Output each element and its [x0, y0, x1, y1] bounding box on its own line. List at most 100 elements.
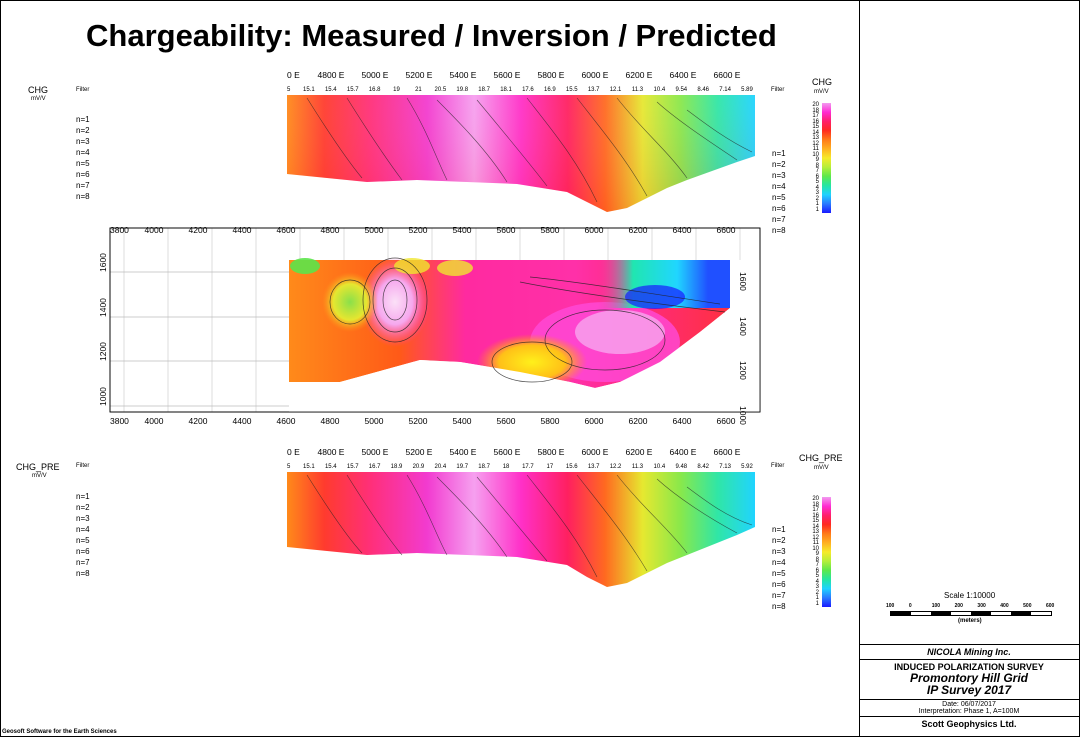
n-level-label: n=6 [772, 204, 786, 213]
x-tick-label: 5800 [540, 416, 560, 426]
colorbar-value: 10 [812, 151, 819, 158]
inversion-section-plot [109, 227, 761, 413]
station-tick-label: 5400 E [449, 70, 477, 80]
scale-label: Scale 1:10000 [944, 591, 996, 600]
n-level-label: n=4 [76, 148, 90, 157]
colorbar-value: 7 [815, 562, 819, 568]
x-tick-label: 6400 [672, 225, 692, 235]
y-tick-label: 1400 [98, 298, 108, 317]
filter-value: 12.1 [609, 87, 622, 93]
x-tick-label: 6600 [716, 416, 736, 426]
n-level-label: n=4 [772, 558, 786, 567]
x-tick-label: 4200 [188, 416, 208, 426]
colorbar-value: 16 [812, 118, 819, 125]
colorbar-value: 1 [815, 201, 819, 207]
n-level-label: n=3 [76, 137, 90, 146]
station-tick-label: 5600 E [493, 70, 521, 80]
filter-value: 8.42 [697, 464, 710, 470]
filter-value: 15.7 [346, 464, 359, 470]
n-level-label: n=3 [772, 547, 786, 556]
station-tick-label: 0 E [287, 447, 300, 457]
x-tick-label: 5600 [496, 416, 516, 426]
filter-value: 15.7 [346, 87, 359, 93]
interpretation-note: Interpretation: Phase 1, A=100M [859, 708, 1079, 717]
colorbar-value: 17 [812, 113, 819, 119]
grid-name: Promontory Hill Grid [909, 671, 1028, 685]
x-tick-label: 3800 [110, 225, 129, 235]
station-tick-label: 5600 E [493, 447, 521, 457]
n-level-label: n=2 [76, 503, 90, 512]
y-tick-label: 1200 [98, 342, 108, 361]
filter-value: 12.2 [609, 464, 622, 470]
survey-type: INDUCED POLARIZATION SURVEY [894, 662, 1044, 672]
station-tick-label: 6400 E [669, 70, 697, 80]
bottom-section-unit: mV/V [32, 473, 47, 479]
filter-value: 16.8 [368, 87, 381, 93]
scale-tick-label: 300 [977, 603, 986, 609]
n-level-label: n=2 [76, 126, 90, 135]
colorbar-value: 8 [815, 162, 819, 169]
n-level-label: n=6 [76, 547, 90, 556]
filter-value: 7.14 [719, 87, 731, 93]
y-tick-label: 1600 [738, 272, 748, 291]
filter-value: 9.48 [675, 464, 688, 470]
colorbar-value: 8 [815, 556, 819, 563]
filter-value: 15.5 [565, 87, 578, 93]
filter-value: 11.3 [631, 87, 644, 93]
scale-tick-label: 500 [1023, 603, 1032, 609]
filter-value: 8.46 [697, 87, 710, 93]
filter-value: 5 [287, 464, 291, 470]
bottom-colorbar [822, 497, 831, 607]
colorbar-value: 12 [812, 534, 819, 541]
bottom-n-levels-left: n=1 n=2 n=3 n=4 n=5 n=6 n=7 n=8 [76, 491, 90, 579]
x-tick-label: 4600 [276, 225, 296, 235]
station-tick-label: 6400 E [669, 447, 697, 457]
filter-value: 5.89 [741, 87, 753, 93]
colorbar-value: 14 [812, 129, 819, 136]
x-tick-label: 5200 [408, 225, 428, 235]
x-tick-label: 4400 [232, 225, 252, 235]
top-colorbar-label: CHG [812, 77, 832, 87]
top-colorbar-unit: mV/V [814, 89, 829, 95]
n-level-label: n=8 [772, 602, 786, 611]
scale-tick-label: 200 [954, 603, 963, 609]
filter-value: 18 [502, 464, 510, 470]
colorbar-value: 1 [815, 206, 819, 213]
software-credit: Geosoft Software for the Earth Sciences [2, 729, 117, 735]
colorbar-value: 15 [812, 124, 819, 130]
x-tick-label: 3800 [110, 416, 129, 426]
colorbar-value: 7 [815, 168, 819, 174]
colorbar-value: 16 [812, 512, 819, 519]
colorbar-value: 10 [812, 545, 819, 552]
survey-date: Date: 06/07/2017 [942, 701, 996, 708]
scale-tick-label: 600 [1046, 603, 1055, 609]
x-tick-label: 5000 [364, 225, 384, 235]
colorbar-value: 4 [815, 184, 819, 191]
title-block: NICOLA Mining Inc. INDUCED POLARIZATION … [859, 644, 1079, 737]
filter-value: 15.1 [303, 464, 315, 470]
filter-value: 20.9 [412, 464, 425, 470]
top-n-levels-left: n=1 n=2 n=3 n=4 n=5 n=6 n=7 n=8 [76, 114, 90, 202]
bottom-filter-label: Filter [76, 463, 90, 469]
filter-value: 15.6 [565, 464, 578, 470]
bottom-n-levels-right: n=1 n=2 n=3 n=4 n=5 n=6 n=7 n=8 [772, 524, 786, 612]
x-tick-label: 6600 [716, 225, 736, 235]
filter-value: 19 [393, 87, 400, 93]
filter-value: 11.3 [631, 464, 644, 470]
filter-value: 7.13 [719, 464, 731, 470]
colorbar-value: 12 [812, 140, 819, 147]
colorbar-value: 1 [815, 595, 819, 601]
x-tick-label: 6200 [628, 225, 648, 235]
y-tick-label: 1200 [738, 361, 748, 380]
scale-bar [890, 611, 1052, 616]
n-level-label: n=1 [772, 149, 786, 158]
filter-value: 15.4 [324, 87, 337, 93]
y-tick-label: 1400 [738, 317, 748, 336]
x-tick-label: 4400 [232, 416, 252, 426]
n-level-label: n=8 [76, 192, 90, 201]
x-tick-label: 4800 [320, 225, 340, 235]
scale-tick-label: 400 [1000, 603, 1009, 609]
filter-value: 17.7 [522, 464, 534, 470]
n-level-label: n=6 [772, 580, 786, 589]
bottom-pseudosection-plot [287, 472, 755, 587]
